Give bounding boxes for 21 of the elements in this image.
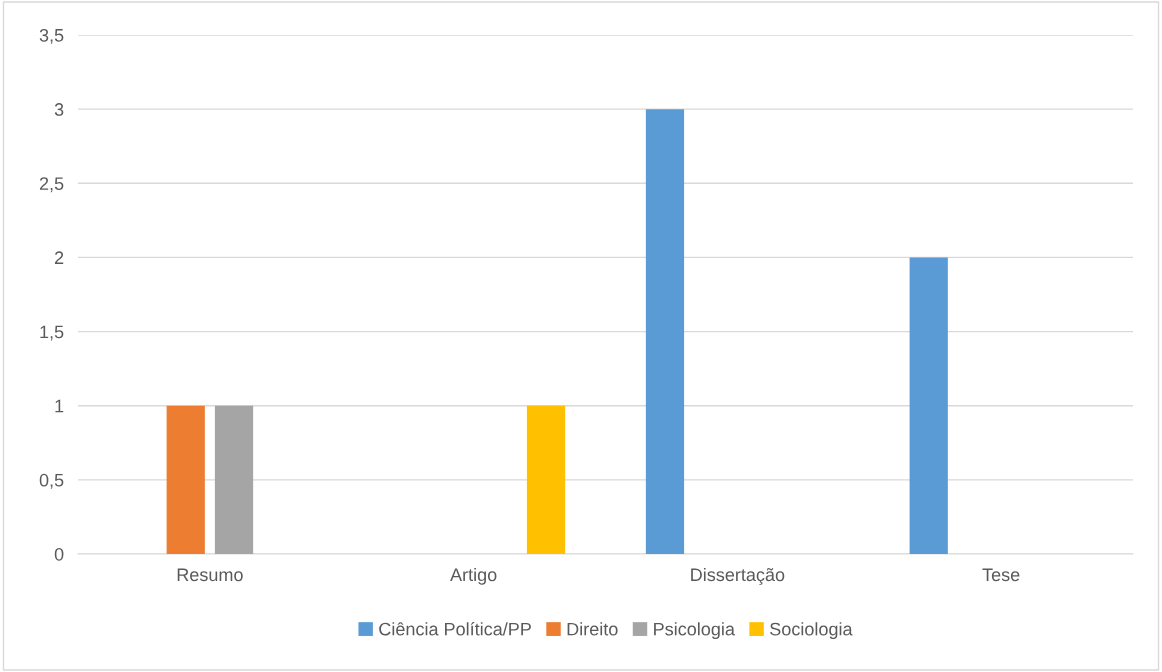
legend-label: Psicologia — [654, 622, 735, 640]
y-tick-label: 1 — [55, 399, 64, 413]
x-tick-label: Dissertação — [691, 567, 785, 585]
x-tick-label: Tese — [982, 568, 1020, 582]
legend-label: Sociologia — [770, 622, 853, 640]
y-tick-label: 0 — [54, 547, 64, 561]
legend-label: Ciência Política/PP — [379, 622, 531, 636]
bar — [214, 405, 254, 554]
bar — [645, 109, 685, 554]
y-tick-label: 0,5 — [39, 473, 64, 489]
bar — [166, 405, 205, 554]
y-tick-label: 3 — [54, 103, 64, 116]
bar — [526, 405, 566, 554]
x-tick-label: Resumo — [177, 568, 243, 582]
y-tick-label: 2 — [54, 251, 64, 264]
x-tick-label: Artigo — [450, 567, 497, 585]
y-tick-label: 1,5 — [40, 325, 64, 341]
y-tick-label: 3,5 — [39, 28, 64, 44]
legend-label: Direito — [567, 622, 618, 636]
y-tick-label: 2,5 — [39, 177, 64, 193]
bar — [909, 257, 948, 554]
